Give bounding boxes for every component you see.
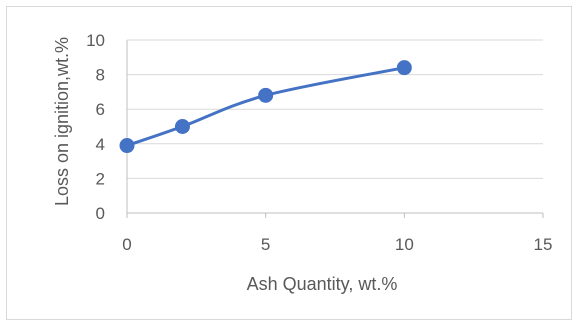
y-tick-label: 4: [96, 135, 105, 154]
data-point: [258, 87, 274, 103]
y-axis-title: Loss on ignition,wt.%: [52, 37, 72, 206]
y-tick-label: 0: [96, 204, 105, 223]
series-line: [125, 66, 406, 148]
data-point: [119, 138, 135, 154]
x-tick-label: 15: [534, 235, 553, 254]
x-axis-title: Ash Quantity, wt.%: [247, 274, 398, 294]
data-point: [174, 119, 190, 134]
y-tick-label: 10: [86, 31, 105, 50]
gridlines: [127, 39, 543, 179]
data-point: [396, 60, 412, 76]
x-tick-label: 0: [122, 235, 131, 254]
chart-frame: [6, 6, 572, 320]
x-tick-label: 5: [261, 235, 270, 254]
tick-labels: 0 2 4 6 8 10 0 5 10 15: [86, 31, 552, 254]
y-tick-label: 8: [96, 66, 105, 85]
y-tick-label: 6: [96, 100, 105, 119]
x-tick-label: 10: [395, 235, 414, 254]
axes: [126, 40, 544, 218]
y-tick-label: 2: [96, 169, 105, 188]
data-series: [119, 60, 412, 154]
